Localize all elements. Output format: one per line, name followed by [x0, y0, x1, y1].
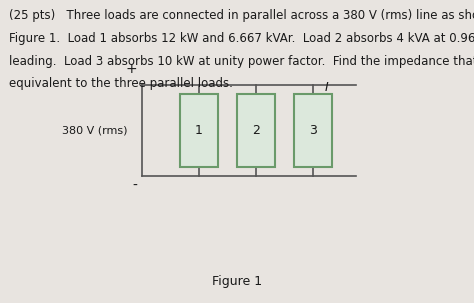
- Text: 2: 2: [252, 124, 260, 137]
- Bar: [180, 94, 218, 167]
- Text: Figure 1.  Load 1 absorbs 12 kW and 6.667 kVAr.  Load 2 absorbs 4 kVA at 0.96 p: Figure 1. Load 1 absorbs 12 kW and 6.667…: [9, 32, 474, 45]
- Text: Figure 1: Figure 1: [212, 275, 262, 288]
- Text: leading.  Load 3 absorbs 10 kW at unity power factor.  Find the impedance that i: leading. Load 3 absorbs 10 kW at unity p…: [9, 55, 474, 68]
- Text: I: I: [325, 82, 328, 94]
- Text: equivalent to the three parallel loads.: equivalent to the three parallel loads.: [9, 77, 233, 90]
- Text: +: +: [126, 62, 137, 76]
- Bar: [294, 94, 332, 167]
- Text: 3: 3: [309, 124, 317, 137]
- Bar: [237, 94, 275, 167]
- Text: 1: 1: [195, 124, 203, 137]
- Text: 380 V (rms): 380 V (rms): [63, 125, 128, 135]
- Text: -: -: [133, 179, 137, 193]
- Text: (25 pts)   Three loads are connected in parallel across a 380 V (rms) line as sh: (25 pts) Three loads are connected in pa…: [9, 9, 474, 22]
